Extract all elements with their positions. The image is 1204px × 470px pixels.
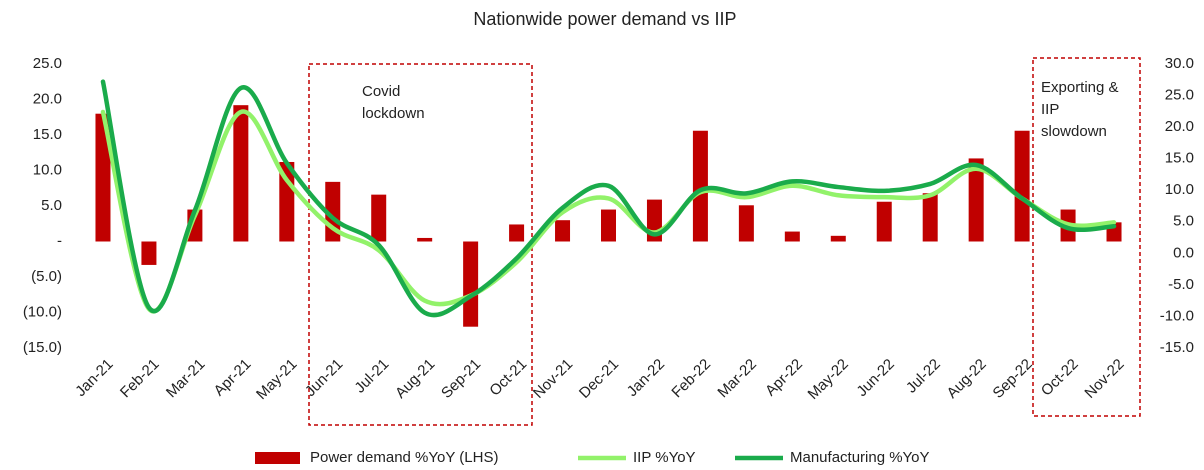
annotation-box bbox=[308, 63, 533, 426]
y2-tick-label: 20.0 bbox=[1165, 118, 1194, 135]
y-tick-label: 10.0 bbox=[33, 161, 62, 178]
annotation-text: slowdown bbox=[1041, 123, 1107, 140]
y2-tick-label: -15.0 bbox=[1160, 339, 1194, 356]
x-tick-label: Feb-21 bbox=[117, 356, 163, 402]
bar bbox=[95, 113, 111, 242]
y-tick-label: 20.0 bbox=[33, 90, 62, 107]
y-tick-label: 5.0 bbox=[41, 197, 62, 214]
bar bbox=[784, 231, 800, 242]
legend-label: Power demand %YoY (LHS) bbox=[310, 449, 498, 466]
y2-tick-label: -5.0 bbox=[1168, 276, 1194, 293]
bar bbox=[1014, 130, 1030, 242]
x-tick-label: Aug-22 bbox=[944, 356, 990, 402]
x-tick-label: Jan-22 bbox=[624, 356, 668, 400]
bar bbox=[922, 193, 938, 242]
bar bbox=[141, 241, 157, 265]
y-tick-label: 25.0 bbox=[33, 55, 62, 72]
bar bbox=[233, 105, 249, 242]
annotation-text: IIP bbox=[1041, 101, 1059, 118]
bar bbox=[509, 224, 525, 242]
y2-tick-label: 30.0 bbox=[1165, 55, 1194, 72]
x-tick-label: Feb-22 bbox=[668, 356, 714, 402]
y2-tick-label: 15.0 bbox=[1165, 150, 1194, 167]
y-tick-label: (15.0) bbox=[23, 339, 62, 356]
bar bbox=[371, 194, 387, 242]
y2-tick-label: 25.0 bbox=[1165, 87, 1194, 104]
chart-title: Nationwide power demand vs IIP bbox=[473, 9, 736, 29]
x-tick-label: Nov-22 bbox=[1081, 356, 1127, 402]
bar bbox=[555, 220, 571, 242]
x-tick-label: Dec-21 bbox=[576, 356, 622, 402]
annotation-text: lockdown bbox=[362, 105, 425, 122]
y2-tick-label: 0.0 bbox=[1173, 244, 1194, 261]
x-tick-label: Aug-21 bbox=[392, 356, 438, 402]
x-tick-label: Jan-21 bbox=[72, 356, 116, 400]
x-tick-label: Nov-21 bbox=[530, 356, 576, 402]
bar bbox=[601, 209, 616, 242]
annotation-box bbox=[1032, 57, 1141, 417]
legend-swatch bbox=[255, 452, 300, 464]
bar bbox=[830, 235, 846, 242]
bar bbox=[876, 201, 892, 242]
x-tick-label: May-21 bbox=[253, 356, 300, 403]
x-tick-label: Apr-21 bbox=[211, 356, 255, 400]
x-tick-label: Apr-22 bbox=[762, 356, 806, 400]
bar bbox=[463, 241, 479, 327]
x-tick-label: Jun-22 bbox=[853, 356, 897, 400]
legend-label: Manufacturing %YoY bbox=[790, 449, 930, 466]
bar bbox=[417, 237, 433, 242]
line bbox=[100, 109, 1117, 314]
x-tick-label: May-22 bbox=[805, 356, 852, 403]
y-tick-label: (10.0) bbox=[23, 303, 62, 320]
x-tick-label: Oct-21 bbox=[486, 356, 530, 400]
y-tick-label: (5.0) bbox=[31, 268, 62, 285]
x-tick-label: Mar-21 bbox=[163, 356, 209, 402]
annotation-text: Covid bbox=[362, 83, 400, 100]
x-tick-label: Mar-22 bbox=[714, 356, 760, 402]
y2-tick-label: 5.0 bbox=[1173, 213, 1194, 230]
y-tick-label: 15.0 bbox=[33, 126, 62, 143]
line bbox=[100, 79, 1117, 318]
x-tick-label: Sep-21 bbox=[438, 356, 484, 402]
y2-tick-label: 10.0 bbox=[1165, 181, 1194, 198]
x-tick-label: Oct-22 bbox=[1038, 356, 1082, 400]
x-tick-label: Jul-21 bbox=[351, 356, 392, 397]
bar bbox=[738, 205, 754, 242]
bar bbox=[968, 158, 984, 242]
annotation-text: Exporting & bbox=[1041, 79, 1119, 96]
y2-tick-label: -10.0 bbox=[1160, 307, 1194, 324]
y-tick-label: - bbox=[57, 232, 62, 249]
x-tick-label: Sep-22 bbox=[990, 356, 1036, 402]
bar bbox=[692, 130, 708, 242]
legend-label: IIP %YoY bbox=[633, 449, 696, 466]
x-tick-label: Jul-22 bbox=[903, 356, 944, 397]
